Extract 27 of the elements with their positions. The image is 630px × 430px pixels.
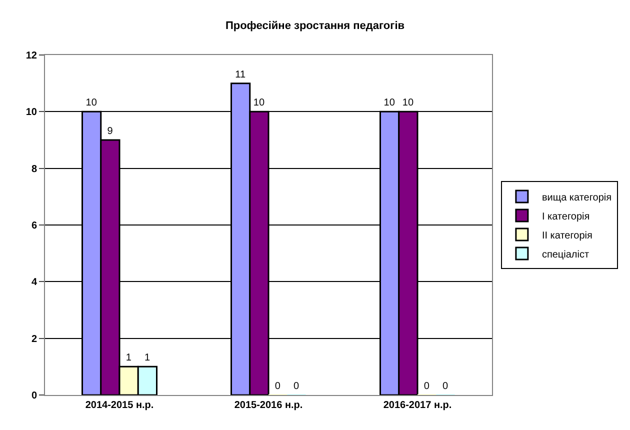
data-label: 9 (107, 126, 114, 137)
data-label: 1 (144, 352, 150, 364)
y-tick-label: 2 (31, 334, 38, 345)
x-tick-label: 2015-2016 н.р. (234, 400, 303, 411)
data-label: 1 (126, 352, 132, 364)
y-tick-label: 6 (31, 220, 38, 232)
data-label: 10 (253, 98, 265, 109)
chart-title: Професійне зростання педагогів (225, 20, 405, 32)
legend-label: ІІ категорія (542, 230, 592, 242)
legend-label: І категорія (542, 211, 590, 222)
x-tick-label: 2014-2015 н.р. (85, 400, 154, 411)
data-label: 0 (274, 381, 281, 392)
y-tick-label: 10 (26, 107, 38, 118)
data-label: 10 (86, 98, 98, 109)
data-label: 0 (442, 381, 448, 392)
data-label: 10 (402, 98, 414, 109)
y-tick-label: 8 (31, 164, 38, 175)
x-tick-label: 2016-2017 н.р. (383, 400, 452, 411)
legend-label: вища категорія (542, 192, 612, 204)
data-label: 0 (293, 381, 300, 392)
data-label: 10 (384, 98, 396, 109)
data-label: 11 (235, 69, 246, 80)
y-tick-label: 4 (31, 277, 38, 288)
y-tick-label: 12 (26, 50, 38, 62)
data-label: 0 (424, 381, 430, 392)
legend-label: спеціаліст (542, 249, 590, 260)
y-tick-label: 0 (31, 390, 38, 402)
